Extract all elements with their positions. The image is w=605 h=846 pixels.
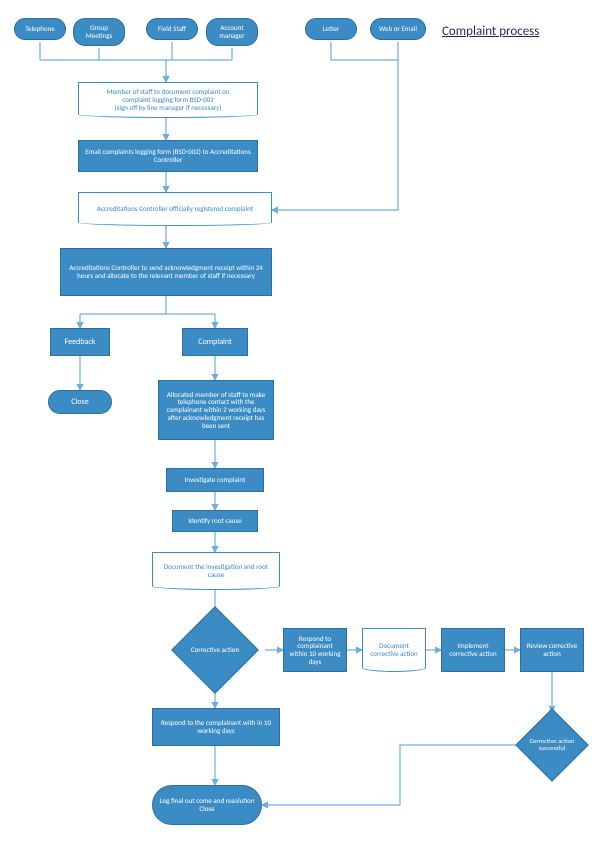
doc-complaint-l3: (sign off by line manager if necessary): [115, 104, 222, 112]
source-telephone: Telephone: [14, 18, 66, 40]
step-log-close: Log final out come and resolution Close: [152, 785, 262, 825]
step-email-form: Email complaints logging form (BSD-002) …: [78, 140, 258, 172]
source-group-meetings: Group Meetings: [73, 18, 125, 46]
step-complaint: Complaint: [182, 328, 248, 356]
step-implement: Implement corrective action: [441, 628, 505, 672]
log-close-l2: Close: [199, 805, 214, 813]
step-doc-investigation: Document the investigation and root caus…: [152, 552, 280, 590]
source-field-staff: Field Staff: [146, 18, 198, 40]
source-account-manager: Account manager: [206, 18, 258, 46]
step-respond-right: Respond to complainant within 10 working…: [283, 628, 347, 672]
step-identify: Identify root cause: [172, 510, 258, 532]
source-web-email: Web or Email: [370, 18, 426, 40]
step-corrective-action: Corrective action: [166, 616, 264, 684]
source-letter: Letter: [305, 18, 357, 40]
corrective-action-label: Corrective action: [191, 646, 239, 654]
step-feedback: Feedback: [50, 328, 110, 356]
step-review: Review corrective action: [520, 628, 584, 672]
step-acknowledge: Accreditations Controller to send acknow…: [60, 248, 272, 296]
step-corrective-success: Corrective action successful: [512, 712, 592, 778]
step-contact: Allocated member of staff to make teleph…: [158, 380, 274, 440]
corrective-success-label: Corrective action successful: [517, 738, 587, 752]
step-close: Close: [48, 390, 112, 414]
page-title: Complaint process: [442, 24, 539, 39]
step-respond-below: Respond to the complainant with in 10 wo…: [152, 708, 280, 746]
step-doc-corrective: Document corrective action: [362, 628, 426, 672]
step-register: Accreditations Controller officially reg…: [78, 192, 272, 226]
step-investigate: Investigate complaint: [166, 468, 264, 492]
step-document-complaint: Member of staff to document complaint on…: [78, 82, 258, 118]
